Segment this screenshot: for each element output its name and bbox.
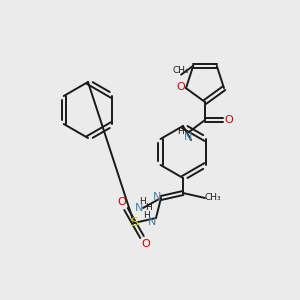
Text: N: N [148,217,156,227]
Text: CH₃: CH₃ [173,66,189,75]
Text: H: H [142,211,149,220]
Text: S: S [130,217,138,230]
Text: O: O [177,82,185,92]
Text: O: O [118,197,126,207]
Text: H: H [178,127,184,136]
Text: O: O [225,115,233,125]
Text: N: N [184,132,192,142]
Text: N: N [153,192,161,202]
Text: H: H [139,197,145,206]
Text: N: N [135,203,143,213]
Text: H: H [145,203,152,212]
Text: CH₃: CH₃ [205,194,221,202]
Text: O: O [142,239,150,249]
